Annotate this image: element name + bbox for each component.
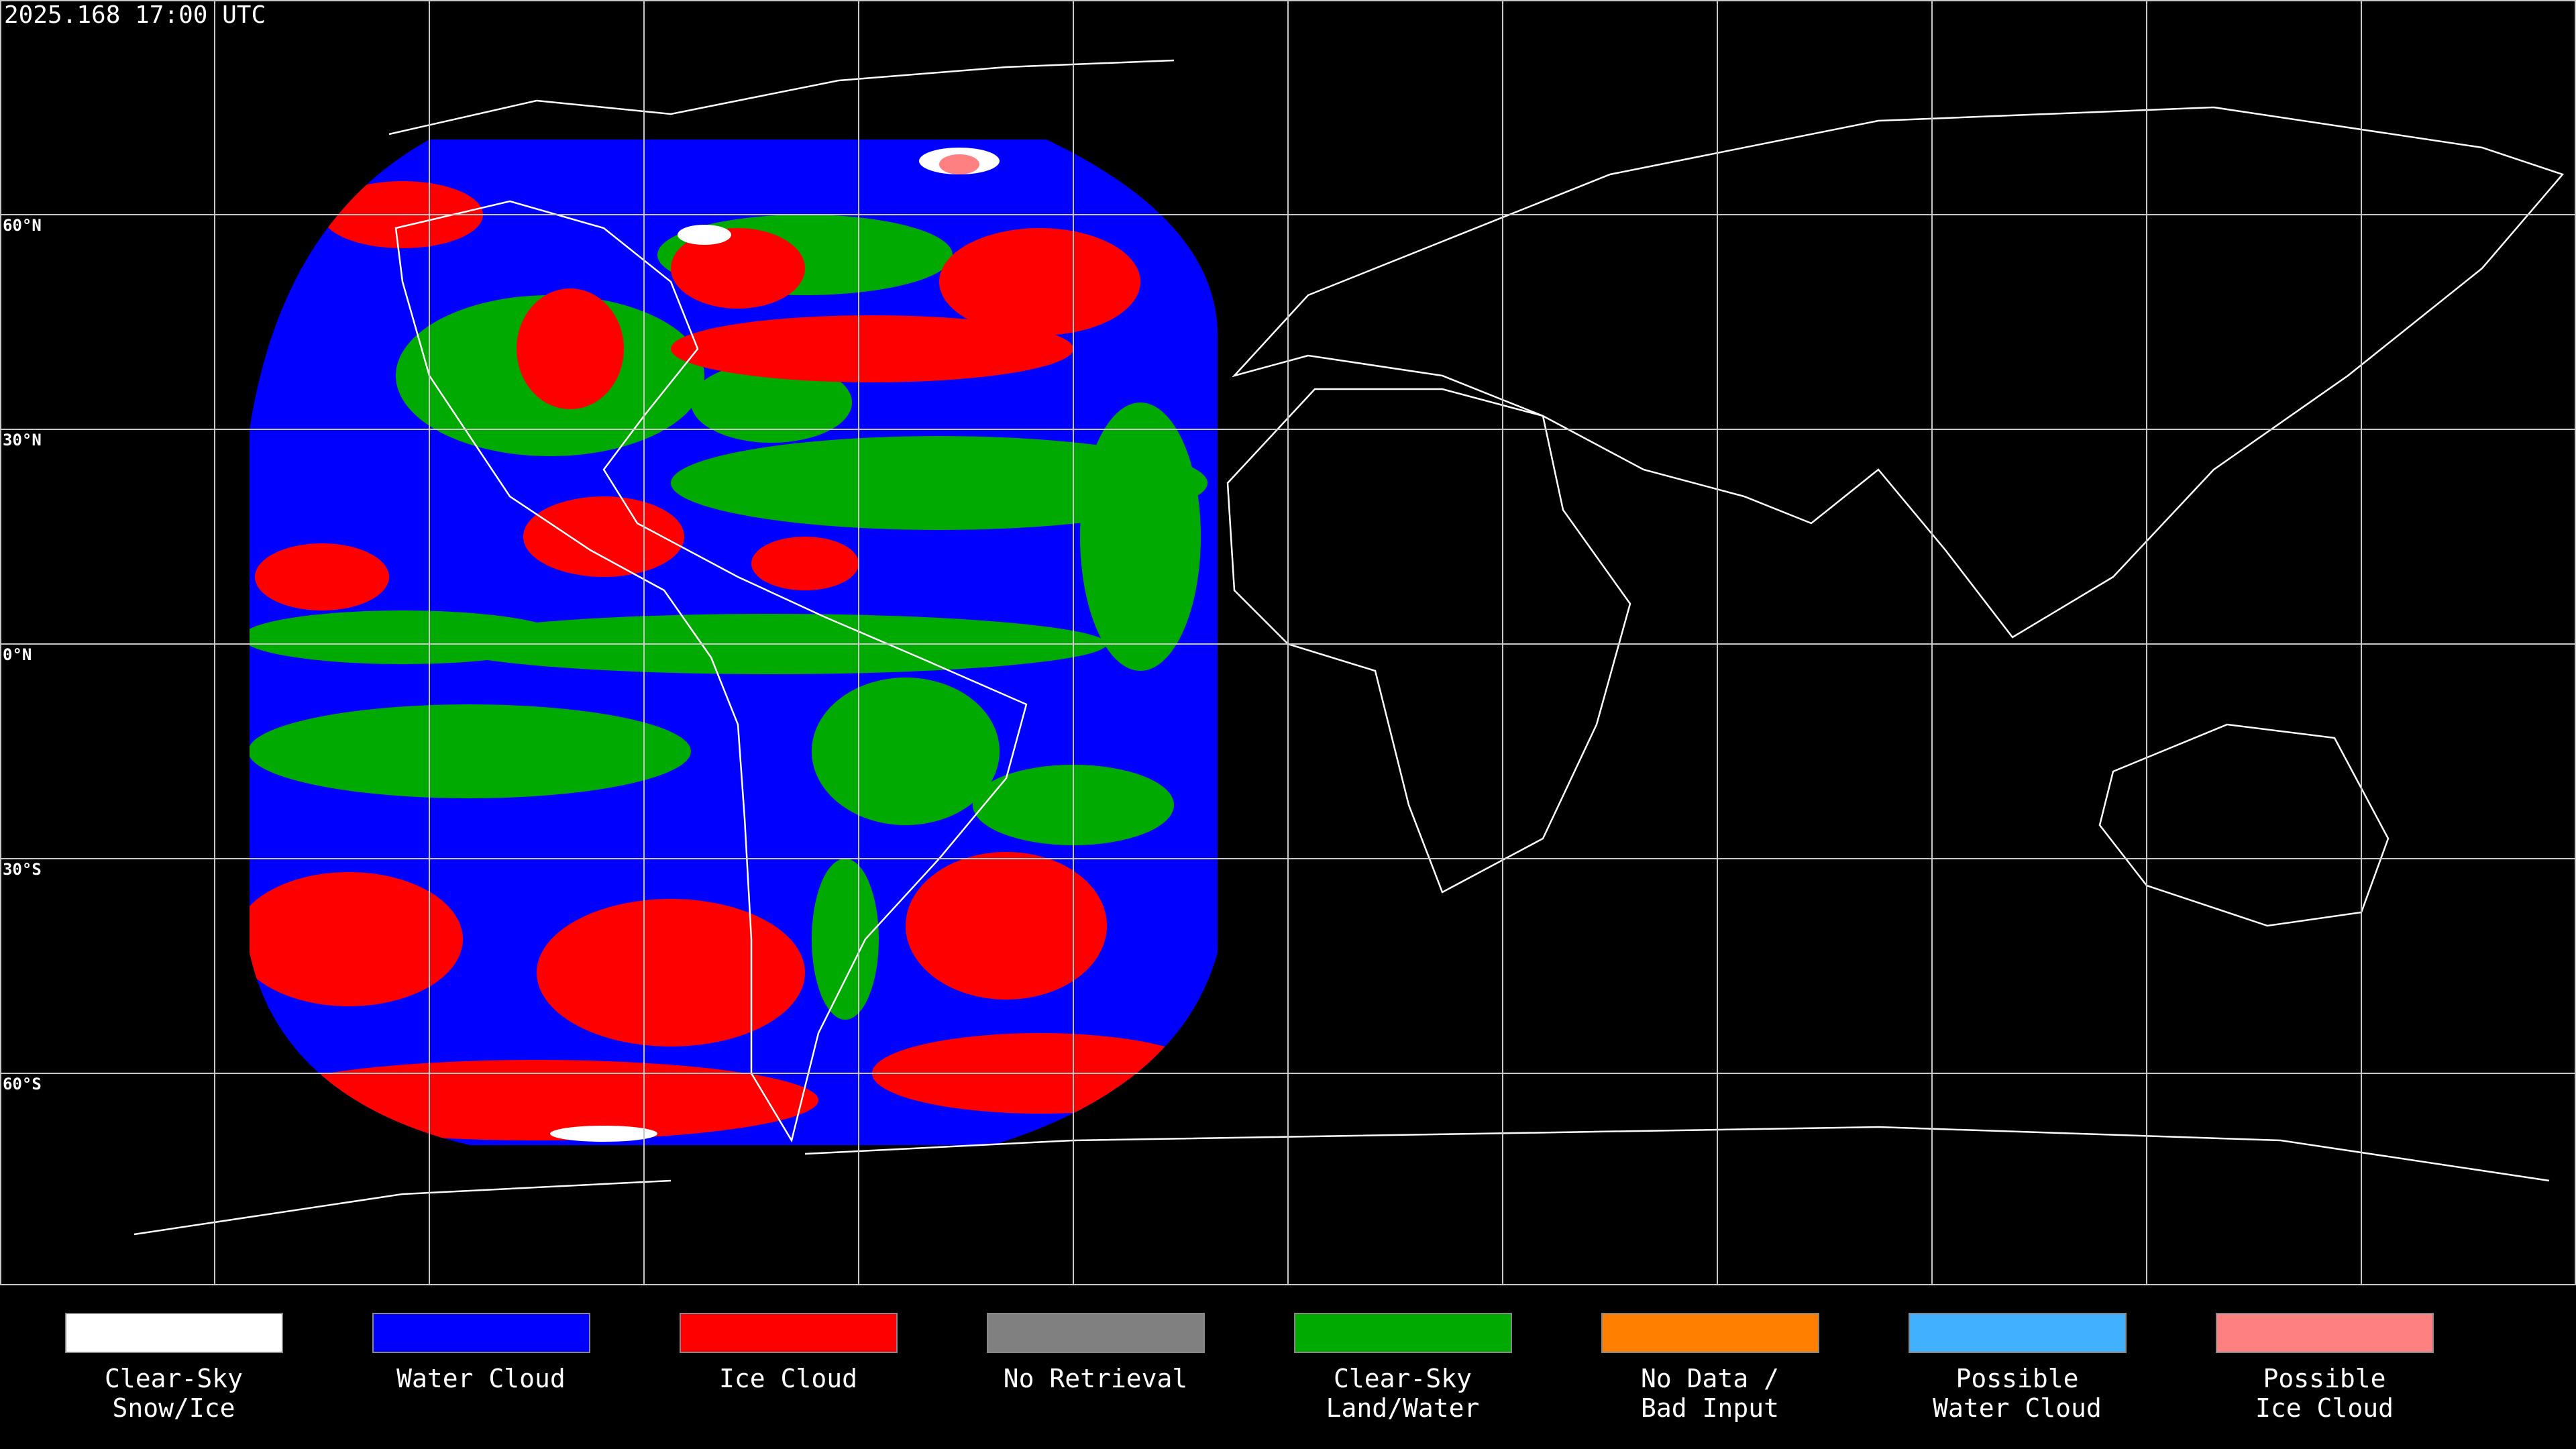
timestamp: 2025.168 17:00 UTC <box>4 1 266 29</box>
legend-swatch <box>1601 1313 1819 1353</box>
legend-label: No Data / <box>1641 1364 1779 1393</box>
satellite-image <box>250 140 1218 1145</box>
legend-swatch <box>2216 1313 2434 1353</box>
map <box>0 0 2576 1285</box>
legend-label: Ice Cloud <box>2255 1393 2394 1423</box>
map-frame <box>0 0 2576 1285</box>
legend-label: Bad Input <box>1641 1393 1779 1423</box>
legend-swatch <box>680 1313 898 1353</box>
legend-label: Land/Water <box>1326 1393 1480 1423</box>
latitude-label: 30°N <box>3 431 42 449</box>
legend-swatch <box>987 1313 1205 1353</box>
graticule <box>0 0 2576 1285</box>
legend-label: No Retrieval <box>1004 1364 1188 1393</box>
legend-label: Clear-Sky <box>105 1364 243 1393</box>
latitude-label: 60°N <box>3 216 42 235</box>
legend-label: Water Cloud <box>396 1364 566 1393</box>
legend-swatch <box>1909 1313 2127 1353</box>
latitude-label: 30°S <box>3 860 42 879</box>
legend-label: Water Cloud <box>1933 1393 2102 1423</box>
latitude-label: 0°N <box>3 645 32 664</box>
legend-swatch <box>372 1313 590 1353</box>
legend-label: Clear-Sky <box>1334 1364 1472 1393</box>
legend-label: Possible <box>1955 1364 2078 1393</box>
latitude-labels: 60°N 30°N 0°N 30°S 60°S <box>3 216 42 1093</box>
legend-label: Possible <box>2263 1364 2385 1393</box>
legend-swatch <box>65 1313 283 1353</box>
latitude-label: 60°S <box>3 1075 42 1093</box>
legend-swatch <box>1294 1313 1512 1353</box>
legend-label: Ice Cloud <box>719 1364 857 1393</box>
legend-label: Snow/Ice <box>112 1393 235 1423</box>
